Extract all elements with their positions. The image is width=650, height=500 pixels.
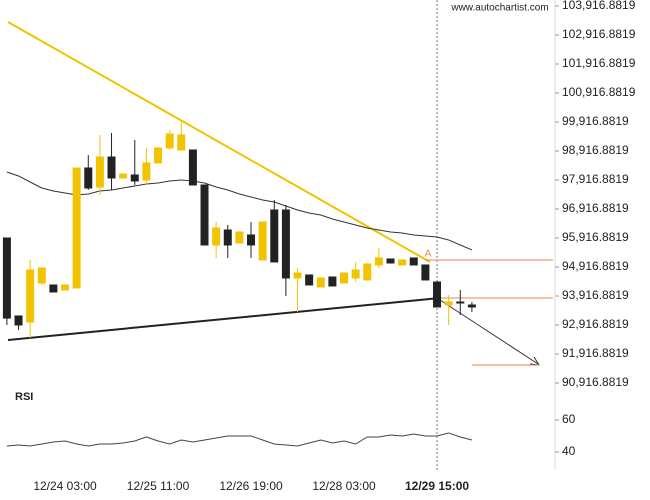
y-tick-label: 94,916.8819 [562, 259, 629, 273]
candle-body [49, 284, 58, 293]
candle-body [235, 231, 244, 244]
y-tick-label: 92,916.8819 [562, 317, 629, 331]
candle-body [305, 274, 314, 286]
candle-body [340, 272, 349, 284]
y-tick-label: 91,916.8819 [562, 346, 629, 360]
candle-body [444, 301, 453, 306]
x-tick-label: 12/24 03:00 [33, 479, 97, 493]
moving-average [6, 171, 473, 251]
candle-body [95, 156, 104, 188]
candle-body [119, 173, 128, 179]
candle-body [433, 281, 442, 308]
y-tick-label: 100,916.8819 [562, 85, 636, 99]
candle-body [130, 174, 139, 182]
x-tick-label: 12/28 03:00 [312, 479, 376, 493]
forecast-arrow [439, 299, 539, 365]
candle-body [398, 259, 407, 266]
y-tick-label: 101,916.8819 [562, 56, 636, 70]
y-tick-label: 90,916.8819 [562, 375, 629, 389]
y-tick-label: 93,916.8819 [562, 288, 629, 302]
candle-body [188, 149, 197, 186]
resistance-line [7, 21, 431, 263]
pattern-label: A [425, 249, 432, 260]
candle-body [456, 301, 465, 304]
x-tick-label: 12/25 11:00 [127, 479, 190, 493]
y-tick-label: 103,916.8819 [562, 0, 636, 12]
x-tick-label: 12/29 15:00 [405, 479, 469, 493]
candle-body [421, 264, 430, 281]
candle-body [165, 133, 174, 149]
candle-body [247, 234, 256, 246]
candle-body [26, 269, 35, 323]
y-tick-label: 40 [562, 444, 576, 458]
candle-body [72, 167, 81, 289]
candle-body [409, 257, 418, 266]
candle-body [316, 277, 325, 288]
source: www.autochartist.com [450, 3, 548, 14]
candle-body [351, 269, 360, 279]
candle-body [293, 272, 302, 279]
y-tick-label: 99,916.8819 [562, 114, 629, 128]
candle-body [84, 167, 93, 189]
candle-body [270, 209, 279, 263]
candle-body [2, 237, 11, 319]
candle-body [258, 221, 267, 261]
candle-body [37, 267, 46, 284]
candle-body [107, 156, 116, 179]
candle-body [223, 229, 232, 246]
candle-body [328, 276, 337, 287]
candle-body [14, 315, 23, 326]
support-line [7, 297, 441, 341]
y-tick-label: 95,916.8819 [562, 230, 629, 244]
x-tick-label: 12/26 19:00 [219, 479, 283, 493]
candle-body [281, 209, 290, 279]
candle-body [467, 304, 476, 308]
candle-body [177, 134, 186, 151]
candle-body [142, 162, 151, 181]
candle-body [212, 227, 221, 246]
candle-body [386, 258, 395, 264]
candle-body [374, 257, 383, 266]
y-tick-label: 96,916.8819 [562, 201, 629, 215]
panel-title: RSI [15, 391, 33, 403]
y-tick-label: 60 [562, 412, 576, 426]
candle-body [200, 184, 209, 246]
y-tick-label: 97,916.8819 [562, 172, 629, 186]
y-tick-label: 98,916.8819 [562, 143, 629, 157]
rsi-line [6, 432, 473, 447]
candle-body [363, 263, 372, 281]
candle-body [154, 147, 163, 164]
y-tick-label: 102,916.8819 [562, 27, 636, 41]
candle-body [61, 284, 70, 291]
